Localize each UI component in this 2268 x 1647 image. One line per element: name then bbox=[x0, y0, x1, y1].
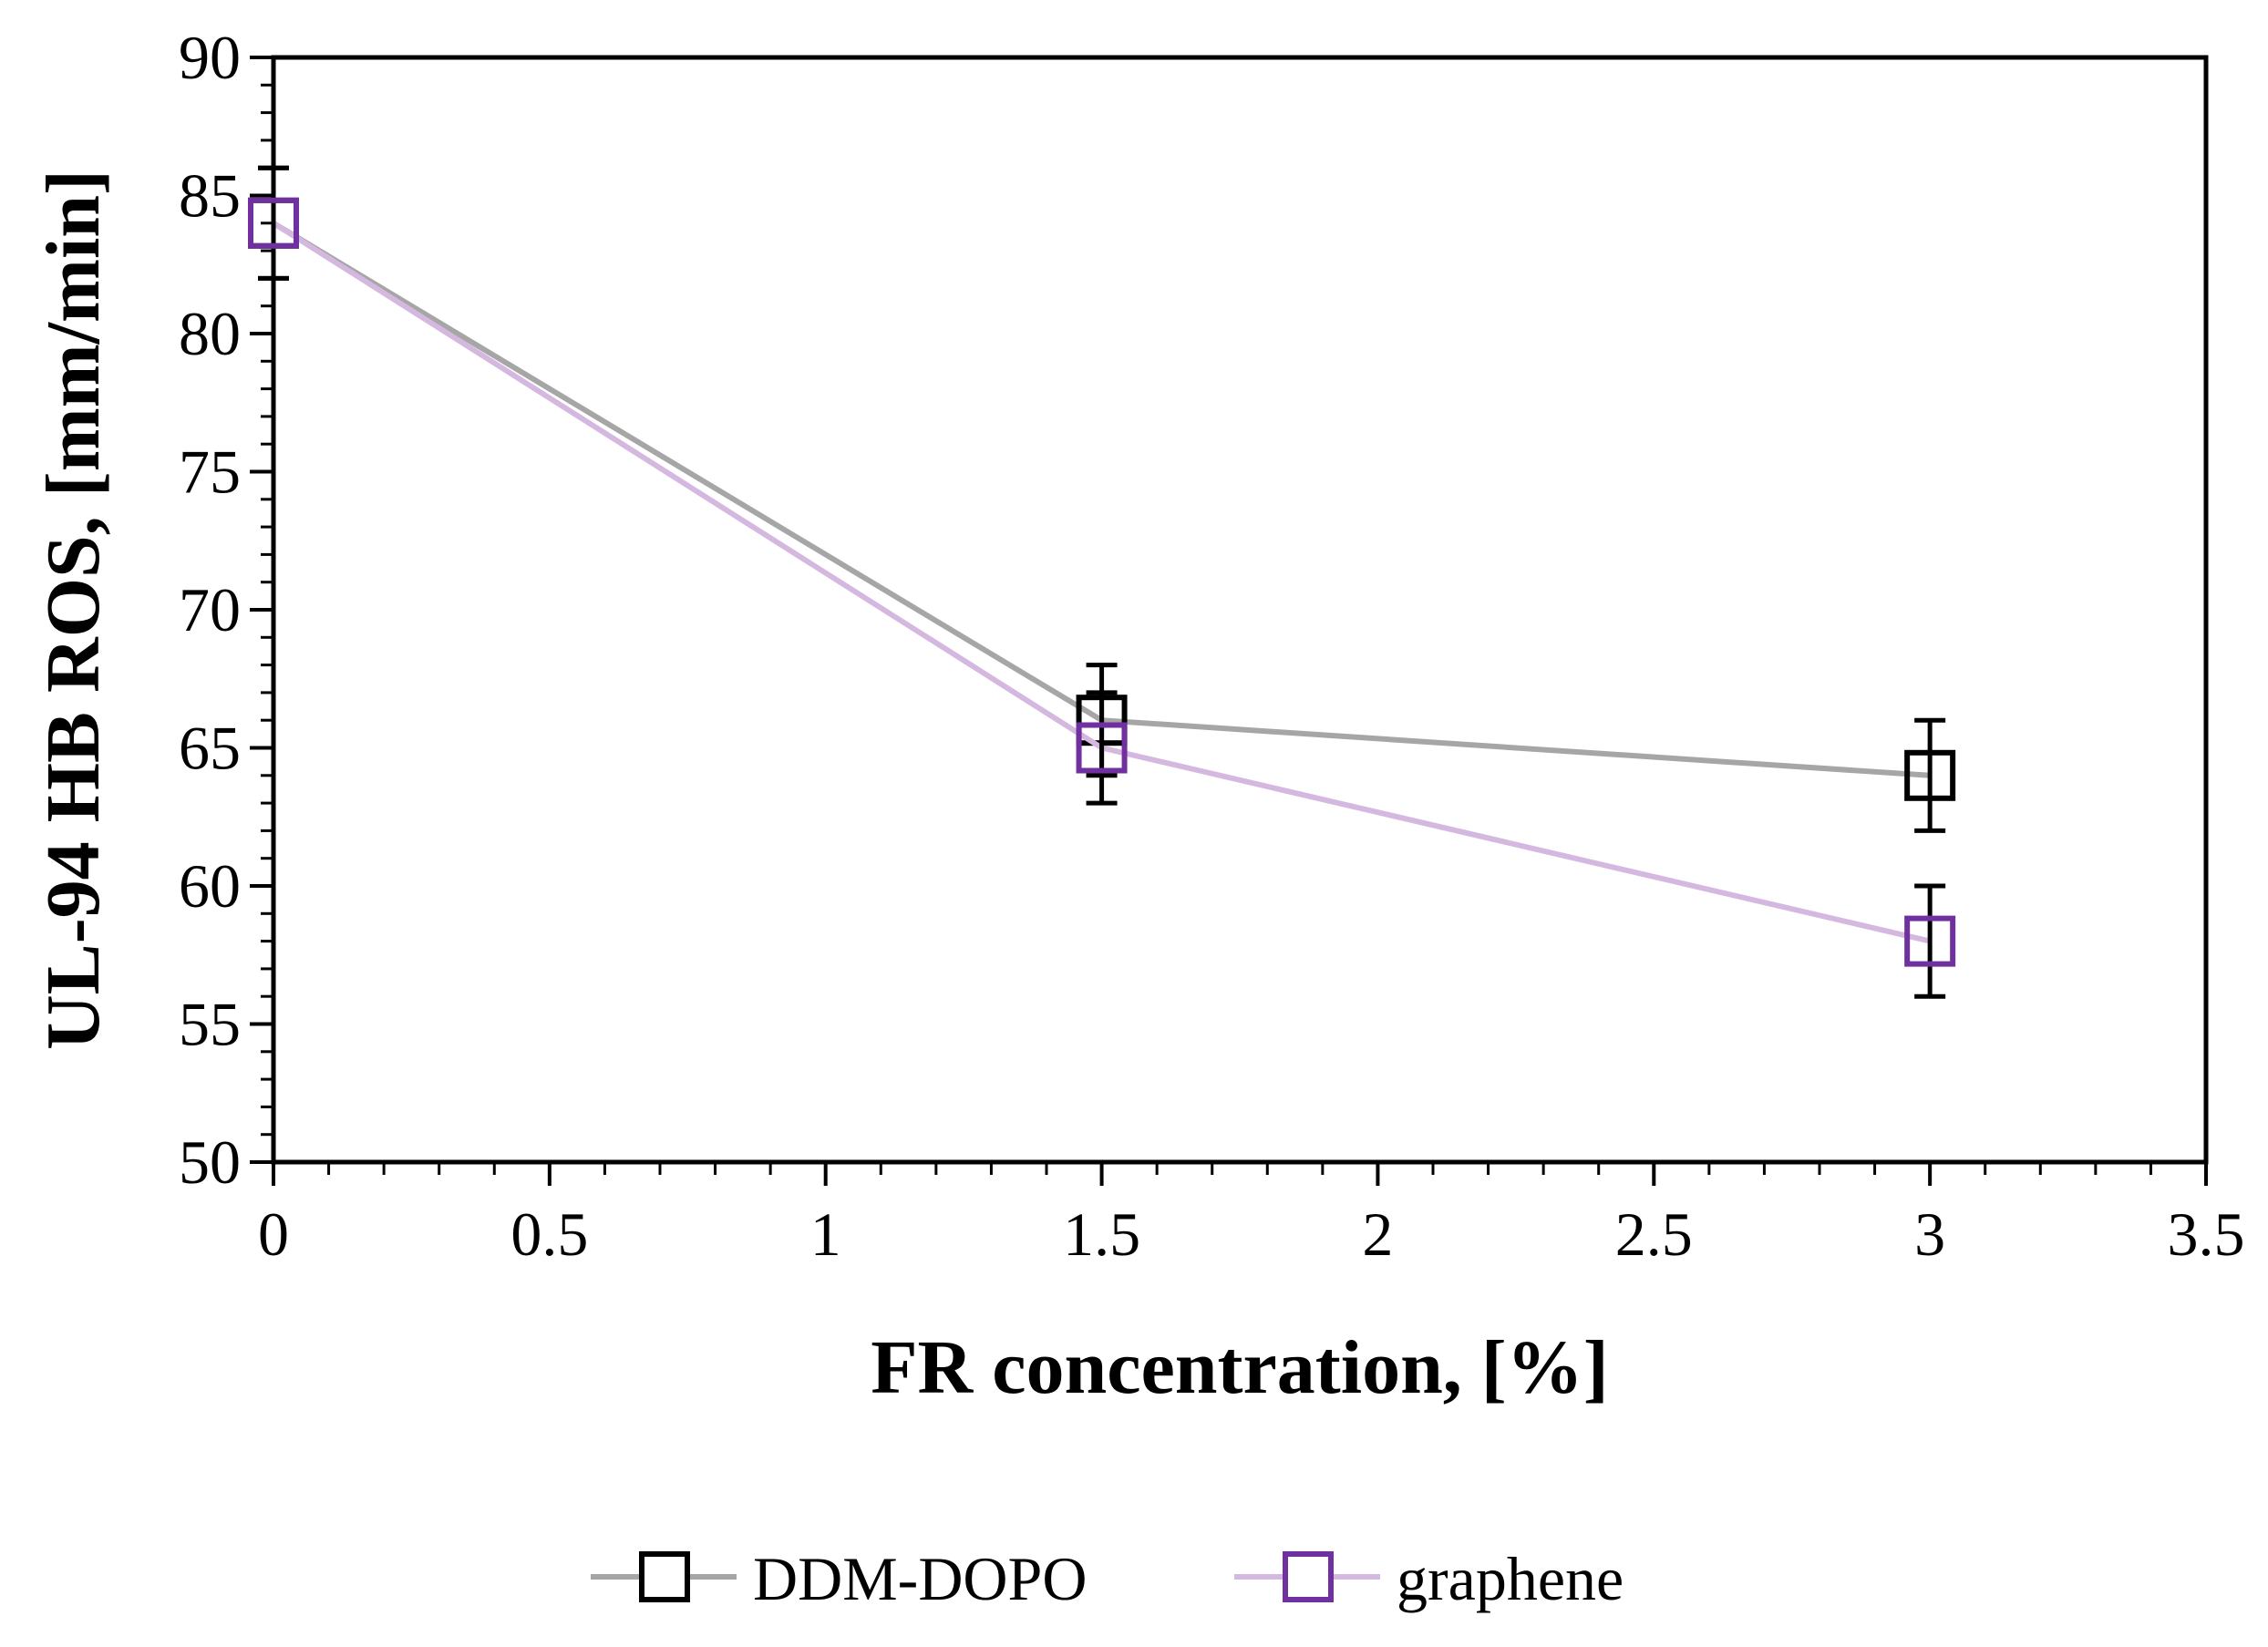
x-axis-title: FR concentration, [%] bbox=[871, 1325, 1608, 1410]
legend-label: graphene bbox=[1397, 1544, 1624, 1613]
data-point-marker bbox=[248, 197, 299, 249]
x-tick-label: 3.5 bbox=[2168, 1199, 2245, 1269]
legend-marker bbox=[1283, 1551, 1334, 1602]
x-tick-label: 1.5 bbox=[1063, 1199, 1140, 1269]
y-tick-label: 60 bbox=[179, 851, 241, 921]
x-tick-label: 0.5 bbox=[510, 1199, 588, 1269]
x-tick-label: 2.5 bbox=[1615, 1199, 1693, 1269]
legend-marker bbox=[639, 1551, 690, 1602]
x-tick-label: 0 bbox=[258, 1199, 289, 1269]
error-bar bbox=[1086, 690, 1118, 806]
series-layer bbox=[248, 165, 1956, 999]
x-tick-label: 2 bbox=[1362, 1199, 1393, 1269]
y-tick-label: 80 bbox=[179, 299, 241, 368]
y-axis-ticks: 50 55 60 65 70 75 80 85 90 bbox=[179, 23, 273, 1197]
y-tick-label: 75 bbox=[179, 437, 241, 507]
legend: DDM-DOPO graphene bbox=[591, 1544, 1624, 1613]
data-point-marker bbox=[1076, 722, 1128, 774]
y-axis-title: UL-94 HB ROS, [mm/min] bbox=[31, 170, 116, 1050]
y-tick-label: 70 bbox=[179, 575, 241, 644]
x-tick-label: 3 bbox=[1914, 1199, 1945, 1269]
y-tick-label: 90 bbox=[179, 23, 241, 92]
error-bar bbox=[258, 165, 289, 281]
y-tick-label: 55 bbox=[179, 990, 241, 1059]
y-tick-label: 65 bbox=[179, 714, 241, 783]
legend-label: DDM-DOPO bbox=[753, 1544, 1087, 1613]
data-point-marker bbox=[1904, 915, 1956, 967]
error-bar bbox=[1914, 717, 1946, 833]
legend-entry-graphene: graphene bbox=[1234, 1544, 1624, 1613]
y-tick-label: 85 bbox=[179, 161, 241, 231]
series-graphene bbox=[248, 165, 1956, 999]
data-point-marker bbox=[1904, 749, 1956, 801]
legend-entry-ddm-dopo: DDM-DOPO bbox=[591, 1544, 1087, 1613]
plot-area bbox=[271, 55, 2209, 1165]
x-tick-label: 1 bbox=[810, 1199, 841, 1269]
y-tick-label: 50 bbox=[179, 1127, 241, 1197]
error-bar bbox=[1914, 883, 1946, 999]
x-axis-ticks: 0 0.5 1 1.5 2 2.5 3 3.5 bbox=[258, 1162, 2245, 1269]
